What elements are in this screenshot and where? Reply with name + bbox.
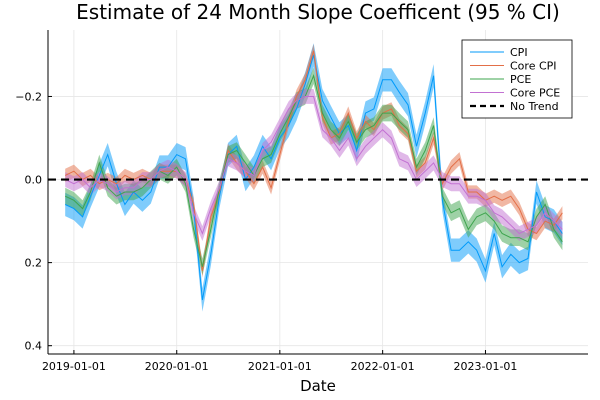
y-tick-label: 0.2 — [25, 257, 43, 270]
y-ticks: −0.2 0.0 0.2 0.4 — [15, 90, 52, 353]
y-tick-label: 0.0 — [25, 174, 43, 187]
x-axis-label: Date — [300, 377, 336, 395]
x-tick-label: 2022-01-01 — [351, 360, 415, 373]
legend-label: Core PCE — [510, 87, 560, 100]
x-ticks: 2019-01-01 2020-01-01 2021-01-01 2022-01-01… — [42, 350, 517, 373]
x-tick-label: 2023-01-01 — [453, 360, 517, 373]
series-core-pce-line — [64, 96, 563, 235]
legend-label: Core CPI — [510, 60, 557, 73]
series-pce-line — [64, 74, 563, 267]
legend-label: No Trend — [510, 100, 559, 113]
x-tick-label: 2019-01-01 — [42, 360, 106, 373]
x-tick-label: 2021-01-01 — [248, 360, 312, 373]
chart-title: Estimate of 24 Month Slope Coefficent (9… — [76, 0, 560, 24]
x-tick-label: 2020-01-01 — [145, 360, 209, 373]
series-core-pce-ci-band — [65, 89, 563, 241]
series-cpi-line — [64, 54, 563, 301]
legend-label: PCE — [510, 73, 531, 86]
series-core-cpi-line — [64, 50, 563, 271]
axes — [47, 30, 588, 355]
y-tick-label: −0.2 — [15, 90, 42, 103]
y-tick-label: 0.4 — [25, 340, 43, 353]
series-lines — [48, 50, 588, 301]
legend-label: CPI — [510, 46, 528, 59]
